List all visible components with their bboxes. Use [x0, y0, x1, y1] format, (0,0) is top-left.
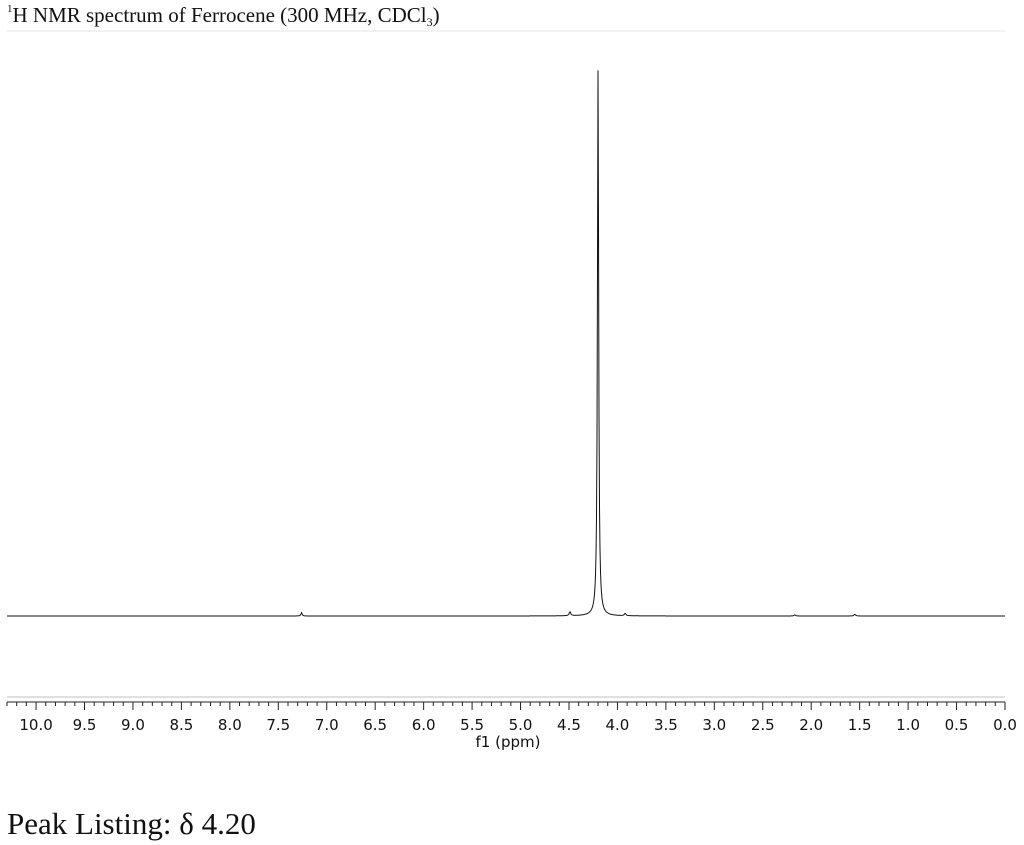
x-tick-label: 5.0 — [509, 716, 533, 734]
chart-title: 1H NMR spectrum of Ferrocene (300 MHz, C… — [7, 3, 440, 29]
x-tick-label: 6.5 — [363, 716, 387, 734]
title-main: H NMR spectrum of Ferrocene (300 MHz, CD… — [12, 3, 427, 27]
x-tick-label: 6.0 — [412, 716, 436, 734]
x-tick-label: 0.5 — [945, 716, 969, 734]
nmr-spectrum-chart: 10.0 9.5 9.0 8.5 8.0 7.5 7.0 6.5 6.0 5.5 5.0 4.5 4.0… — [6, 30, 1017, 751]
x-tick-label: 7.0 — [315, 716, 339, 734]
x-tick-label: 10.0 — [19, 716, 52, 734]
x-tick-label: 8.5 — [169, 716, 193, 734]
x-tick-label: 2.5 — [751, 716, 775, 734]
x-tick-label: 1.0 — [896, 716, 920, 734]
x-tick-label: 0.0 — [993, 716, 1017, 734]
title-subscript: 3 — [426, 15, 433, 29]
x-tick-label: 9.5 — [73, 716, 97, 734]
peak-listing: Peak Listing: δ 4.20 — [7, 806, 256, 841]
x-tick-label: 9.0 — [121, 716, 145, 734]
x-axis-label: f1 (ppm) — [476, 733, 541, 751]
x-tick-label: 1.5 — [848, 716, 872, 734]
x-axis-tick-labels: 10.0 9.5 9.0 8.5 8.0 7.5 7.0 6.5 6.0 5.5 5.0 4.5 4.0… — [19, 716, 1017, 734]
x-tick-label: 4.0 — [606, 716, 630, 734]
spectrum-trace — [7, 70, 1005, 617]
x-tick-label: 7.5 — [266, 716, 290, 734]
x-axis-ticks — [6, 702, 1006, 710]
x-tick-label: 8.0 — [218, 716, 242, 734]
x-tick-label: 5.5 — [460, 716, 484, 734]
x-tick-label: 3.5 — [654, 716, 678, 734]
title-superscript: 1 — [7, 3, 13, 15]
x-tick-label: 2.0 — [799, 716, 823, 734]
x-tick-label: 4.5 — [557, 716, 581, 734]
title-suffix: ) — [432, 3, 440, 27]
x-tick-label: 3.0 — [702, 716, 726, 734]
